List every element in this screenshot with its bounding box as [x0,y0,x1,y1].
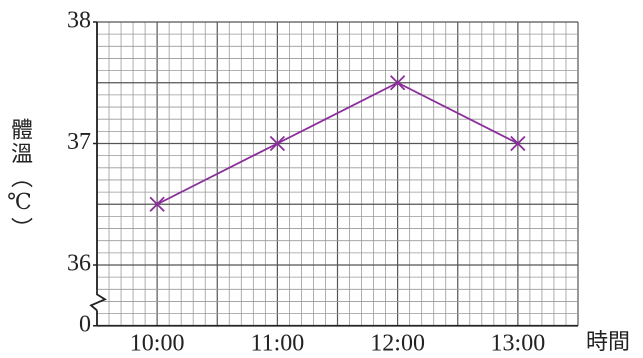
axis-break-gap [89,290,99,311]
marker [149,196,165,212]
line [156,81,519,206]
marker [510,135,526,152]
x-tick-label: 13:00 [491,330,546,356]
marker [389,75,406,91]
x-tick-label: 11:00 [250,330,304,356]
y-tick-label: 0 [79,311,91,337]
axis-break [89,290,107,312]
y-axis-label: 體溫（℃） [7,118,33,241]
y-tick-label: 36 [67,251,91,277]
x-tick-label: 12:00 [370,330,425,356]
x-axis-label: 時間 [586,329,630,354]
marker [269,135,286,152]
x-tick-label: 10:00 [130,330,185,356]
y-tick-label: 38 [67,8,91,34]
y-tick-label: 37 [67,129,91,155]
